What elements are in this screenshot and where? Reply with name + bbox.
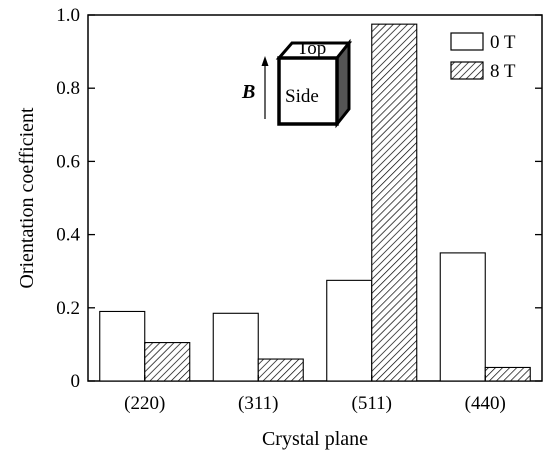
y-ticks-group: 0 0.2 0.4 0.6 0.8 1.0	[56, 5, 542, 392]
bar-0t-220	[99, 310, 146, 382]
bar-8t-440	[484, 366, 531, 382]
y-tick-label: 0.2	[56, 298, 80, 319]
y-tick-label: 0	[71, 371, 81, 392]
sample-cube-inset: Top Side B	[241, 38, 353, 129]
x-tick-label: (311)	[238, 393, 278, 414]
legend-label-0t: 0 T	[490, 32, 516, 53]
x-axis-label: Crystal plane	[262, 428, 368, 450]
x-tick-label: (440)	[465, 393, 506, 414]
y-tick-label: 0.8	[56, 78, 80, 99]
legend-label-8t: 8 T	[490, 61, 516, 82]
bar-0t-311	[212, 312, 259, 382]
y-tick-label: 1.0	[56, 5, 80, 26]
x-tick-label: (220)	[124, 393, 165, 414]
bar-0t-440	[439, 252, 486, 382]
field-arrow-icon	[261, 56, 269, 66]
plot-frame	[87, 14, 543, 382]
cube-right-face	[335, 38, 351, 129]
cube-front-face	[277, 56, 339, 126]
bar-8t-220	[144, 342, 191, 382]
legend-swatch-8t	[450, 61, 484, 80]
legend-swatch-0t	[450, 32, 484, 51]
bar-8t-511	[371, 23, 418, 382]
y-tick-label: 0.6	[56, 151, 80, 172]
field-label: B	[241, 81, 255, 103]
legend: 0 T 8 T	[450, 32, 516, 82]
x-tick-label: (511)	[352, 393, 392, 414]
cube-top-label: Top	[297, 38, 326, 59]
cube-side-label: Side	[285, 86, 319, 107]
y-axis-label: Orientation coefficient	[16, 107, 38, 289]
y-tick-label: 0.4	[56, 225, 80, 246]
bar-0t-511	[326, 279, 373, 382]
bars-group	[99, 23, 531, 382]
bar-8t-311	[257, 358, 304, 382]
x-ticks-group: (220) (311) (511) (440)	[124, 375, 506, 414]
